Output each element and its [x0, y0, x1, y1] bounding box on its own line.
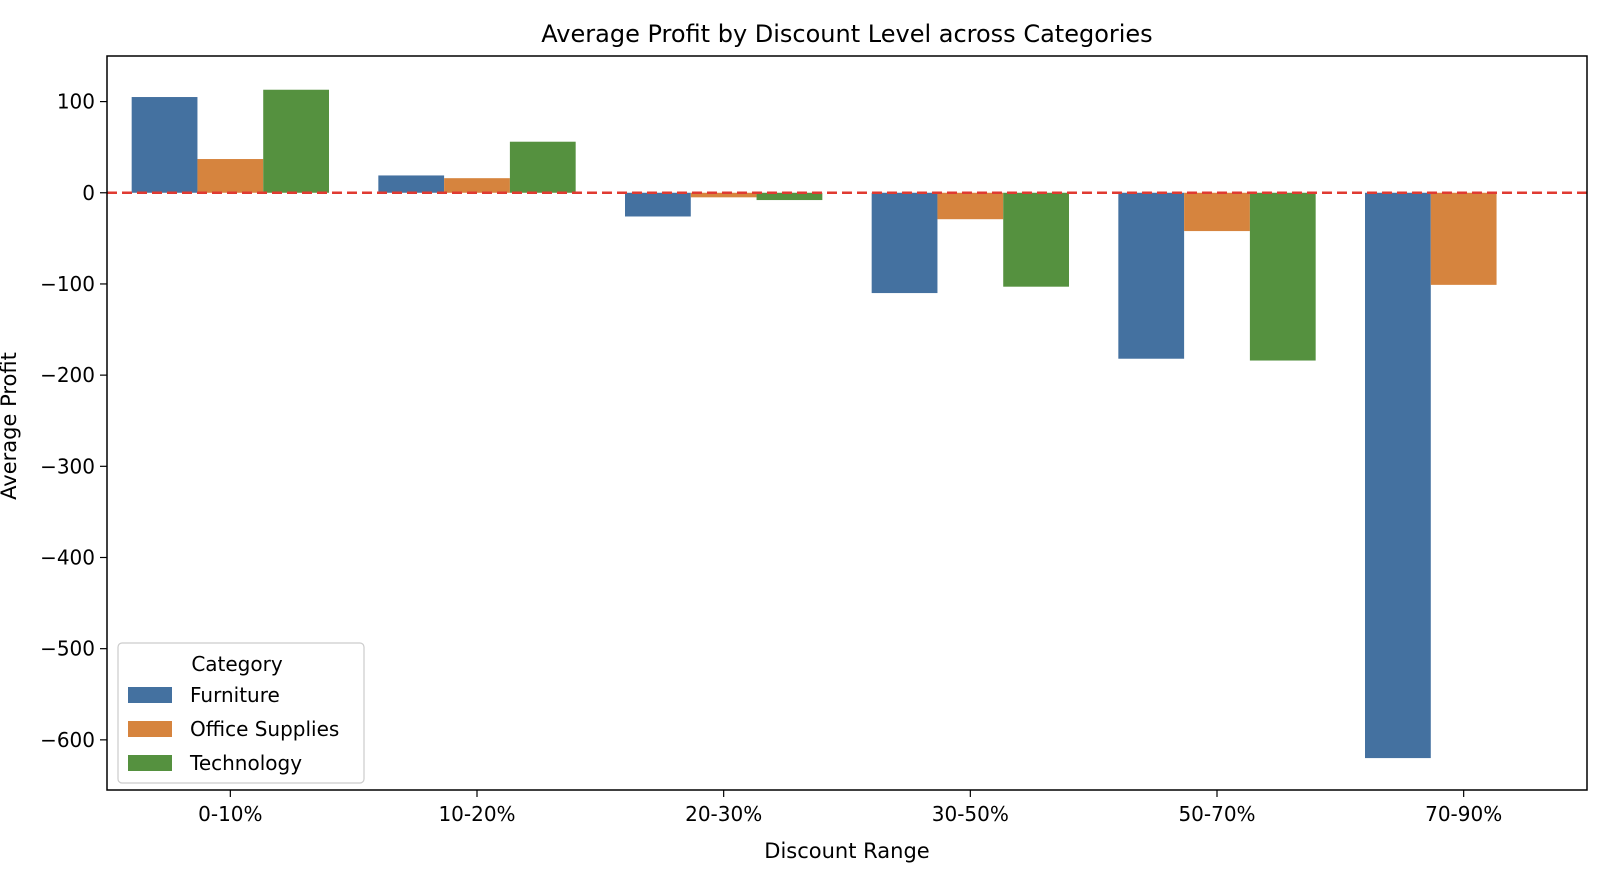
- y-tick-label: −400: [40, 545, 95, 569]
- legend-box: [117, 642, 365, 784]
- x-tick-label: 70-90%: [1425, 802, 1502, 826]
- legend-label-furniture: Furniture: [190, 683, 280, 707]
- bar-furniture-0-10: [131, 97, 198, 193]
- plot-frame: [106, 55, 1588, 791]
- bar-technology-0-10: [263, 89, 329, 193]
- bar-technology-50-70: [1249, 192, 1316, 361]
- y-tick-label: 100: [57, 90, 95, 114]
- bar-technology-20-30: [756, 192, 823, 201]
- bar-office-supplies-0-10: [197, 159, 264, 193]
- y-tick-label: 0: [82, 181, 95, 205]
- bar-furniture-70-90: [1365, 192, 1431, 759]
- bar-office-supplies-30-50: [937, 192, 1004, 220]
- y-axis-title: Average Profit: [0, 352, 21, 500]
- legend-swatch-furniture: [128, 687, 172, 703]
- chart-title: Average Profit by Discount Level across …: [541, 20, 1152, 48]
- x-tick-label: 30-50%: [932, 802, 1009, 826]
- y-axis: 100 0 −100 −200 −300 −400 −500 −600: [40, 90, 107, 752]
- legend-swatch-office-supplies: [128, 721, 172, 737]
- bar-furniture-20-30: [625, 192, 691, 217]
- x-tick-label: 10-20%: [438, 802, 515, 826]
- y-tick-label: −300: [40, 454, 95, 478]
- y-tick-label: −100: [40, 272, 95, 296]
- bar-office-supplies-70-90: [1430, 192, 1497, 285]
- y-tick-label: −200: [40, 363, 95, 387]
- y-tick-label: −600: [40, 728, 95, 752]
- bar-furniture-10-20: [378, 175, 445, 193]
- bar-technology-10-20: [509, 141, 576, 193]
- x-tick-label: 20-30%: [685, 802, 762, 826]
- bar-office-supplies-20-30: [690, 192, 757, 198]
- bar-furniture-50-70: [1118, 192, 1185, 359]
- bar-office-supplies-10-20: [444, 178, 510, 193]
- bar-office-supplies-50-70: [1184, 192, 1250, 232]
- legend-title: Category: [191, 652, 283, 676]
- x-axis: 0-10% 10-20% 20-30% 30-50% 50-70% 70-90%: [198, 790, 1502, 826]
- legend-label-office-supplies: Office Supplies: [190, 717, 339, 741]
- x-tick-label: 50-70%: [1178, 802, 1255, 826]
- x-axis-title: Discount Range: [764, 839, 929, 863]
- bar-technology-30-50: [1003, 192, 1069, 287]
- x-tick-label: 0-10%: [198, 802, 262, 826]
- y-tick-label: −500: [40, 637, 95, 661]
- legend: Category Furniture Office Supplies Technol…: [117, 642, 365, 784]
- bar-furniture-30-50: [871, 192, 938, 294]
- legend-swatch-technology: [128, 755, 172, 771]
- legend-label-technology: Technology: [189, 751, 302, 775]
- bars-layer: [131, 89, 1497, 759]
